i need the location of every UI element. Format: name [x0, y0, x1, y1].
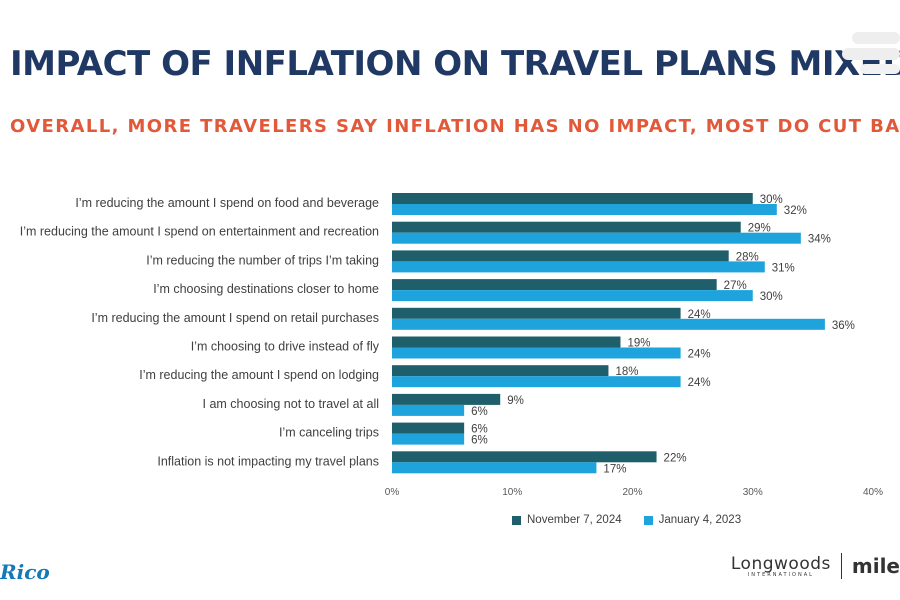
- data-label: 32%: [784, 205, 807, 217]
- legend-item-jan-2023: January 4, 2023: [643, 514, 742, 526]
- chart-subtitle: OVERALL, MORE TRAVELERS SAY INFLATION HA…: [10, 116, 900, 137]
- bar: [392, 193, 753, 204]
- x-tick-label: 10%: [502, 487, 522, 498]
- bar: [392, 462, 597, 474]
- data-label: 22%: [664, 452, 687, 464]
- category-label: I’m choosing to drive instead of fly: [191, 340, 380, 354]
- bar: [392, 232, 801, 244]
- bar: [392, 393, 501, 405]
- category-label: I’m reducing the amount I spend on retai…: [91, 311, 379, 325]
- corner-decoration: [842, 32, 900, 74]
- bar: [392, 250, 729, 262]
- data-label: 17%: [603, 463, 626, 475]
- data-label: 24%: [688, 349, 711, 361]
- bar: [392, 336, 621, 348]
- legend-swatch: [643, 515, 653, 525]
- logo-divider: [840, 553, 842, 579]
- bar: [392, 204, 777, 215]
- category-label: I’m choosing destinations closer to home: [153, 282, 379, 296]
- bar: [392, 318, 825, 330]
- data-label: 24%: [688, 309, 711, 321]
- legend-label: January 4, 2023: [658, 514, 742, 526]
- bar: [392, 290, 753, 302]
- data-label: 18%: [615, 366, 638, 378]
- legend-label: November 7, 2024: [527, 514, 622, 526]
- data-label: 9%: [507, 395, 524, 407]
- legend-swatch: [512, 515, 521, 525]
- bar: [392, 422, 465, 434]
- bar: [392, 347, 681, 359]
- bar: [392, 451, 657, 463]
- bar: [392, 221, 741, 233]
- x-tick-label: 0%: [385, 487, 400, 498]
- bar: [392, 404, 465, 416]
- data-label: 6%: [471, 435, 488, 447]
- miles-logo: mile: [851, 554, 900, 578]
- data-label: 29%: [748, 223, 771, 235]
- category-label: I’m reducing the amount I spend on food …: [75, 196, 379, 210]
- category-label: I’m canceling trips: [279, 426, 379, 440]
- data-label: 28%: [736, 251, 759, 263]
- bar: [392, 261, 765, 273]
- category-label: I’m reducing the amount I spend on enter…: [20, 225, 379, 239]
- category-label: Inflation is not impacting my travel pla…: [157, 454, 379, 468]
- bar: [392, 279, 717, 291]
- category-label: I’m reducing the amount I spend on lodgi…: [139, 368, 379, 382]
- data-label: 24%: [688, 377, 711, 389]
- data-label: 30%: [760, 291, 783, 303]
- bar: [392, 307, 681, 319]
- legend-item-nov-2024: November 7, 2024: [512, 514, 622, 526]
- data-label: 36%: [832, 320, 855, 332]
- data-label: 34%: [808, 234, 831, 246]
- x-tick-label: 40%: [863, 487, 883, 498]
- data-label: 27%: [724, 280, 747, 292]
- data-label: 30%: [760, 194, 783, 206]
- data-label: 19%: [627, 338, 650, 350]
- category-label: I am choosing not to travel at all: [203, 397, 379, 411]
- logo-left: Rico: [0, 560, 50, 584]
- x-tick-label: 20%: [622, 487, 642, 498]
- bar: [392, 365, 609, 377]
- longwoods-logo-sub: INTERNATIONAL: [747, 572, 814, 578]
- chart-legend: November 7, 2024 January 4, 2023: [512, 514, 741, 526]
- longwoods-logo-text: Longwoods: [730, 554, 831, 574]
- bar: [392, 376, 681, 388]
- data-label: 6%: [471, 424, 488, 436]
- chart-title: IMPACT OF INFLATION ON TRAVEL PLANS MIXE…: [10, 44, 900, 84]
- longwoods-logo: Longwoods INTERNATIONAL: [731, 554, 831, 578]
- bar: [392, 433, 465, 445]
- x-tick-label: 30%: [743, 487, 763, 498]
- category-label: I’m reducing the number of trips I’m tak…: [146, 253, 379, 267]
- data-label: 6%: [471, 406, 488, 418]
- data-label: 31%: [772, 262, 795, 274]
- logo-right: Longwoods INTERNATIONAL mile: [731, 553, 900, 579]
